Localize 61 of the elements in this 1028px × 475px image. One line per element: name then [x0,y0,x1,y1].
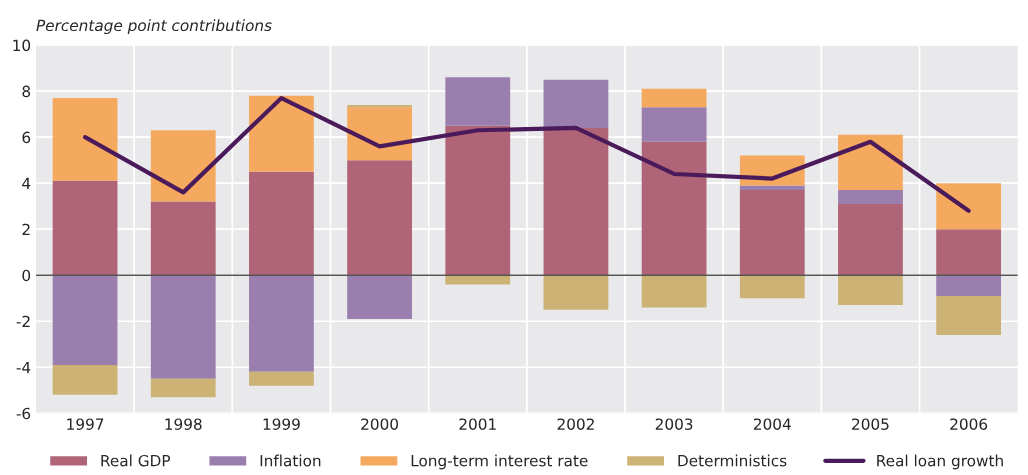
x-tick-label: 2004 [753,418,791,430]
bar [445,125,511,276]
bar [641,141,707,276]
bar [641,88,707,108]
bar [543,275,609,310]
bar [150,378,216,398]
line-series [82,95,971,213]
bar [52,180,118,276]
x-tick-label: 2005 [852,418,889,430]
x-tick-label: 2000 [361,418,399,430]
legend-label: Real loan growth [877,454,1003,470]
bar [838,203,903,276]
bar [347,107,412,161]
legend-label: Inflation [260,454,321,467]
bar [52,364,118,395]
bar [347,160,412,276]
bar [936,295,1002,336]
bar [150,130,216,202]
y-tick-label: -2 [16,315,30,328]
bar [445,77,511,126]
bar [838,134,903,191]
y-tick-label: 6 [22,131,31,144]
bar [739,185,805,191]
legend-label: Long-term interest rate [411,454,588,470]
y-tick-label: 8 [22,85,31,98]
bar [641,275,707,308]
x-tick-label: 2001 [459,418,496,430]
bar [936,229,1002,276]
bar [249,171,314,276]
x-tick-label: 1998 [165,418,202,430]
y-axis-title: Percentage point contributions [36,19,272,35]
bar [347,275,412,319]
bar [249,95,314,172]
bar [249,371,314,386]
bar [936,183,1002,230]
bar [936,275,1002,296]
x-tick-label: 1999 [263,418,300,430]
bar [838,190,903,204]
y-tick-label: 2 [22,223,30,235]
bar [150,275,216,379]
bar [52,98,118,181]
legend-label: Real GDP [101,454,171,467]
y-tick-label: 4 [22,177,31,189]
legend-label: Deterministics [678,454,787,467]
y-tick-label: -6 [16,407,31,420]
x-tick-label: 2003 [655,418,693,430]
x-tick-label: 2006 [950,418,988,430]
x-tick-label: 2002 [557,418,594,430]
bar [739,190,805,276]
bar [838,275,903,306]
bar [52,275,118,365]
y-tick-label: 10 [13,39,31,52]
bar [739,275,805,299]
bar [543,79,609,128]
bar [543,127,609,276]
bar [641,107,707,142]
y-tick-label: -4 [16,361,31,374]
x-tick-label: 1997 [67,418,104,430]
bar [150,201,216,276]
y-tick-label: 0 [22,269,31,282]
bar [249,275,314,372]
